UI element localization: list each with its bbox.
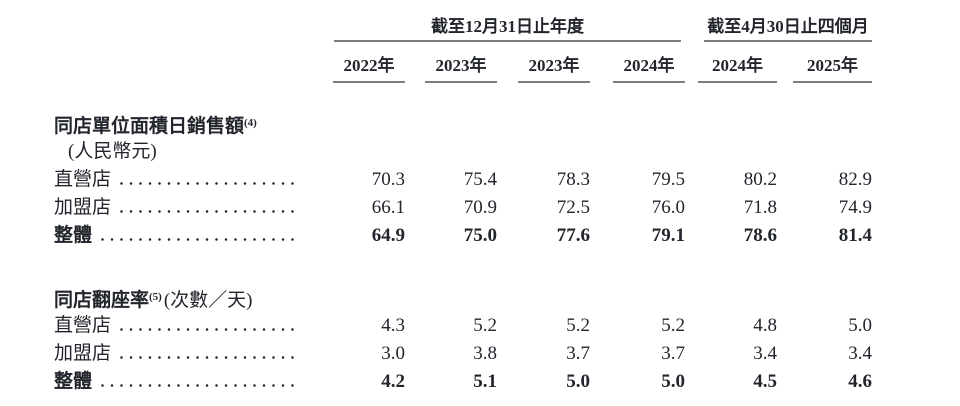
section-title: 同店翻座率(5) (次數／天)	[0, 282, 960, 312]
row-label-cell: 加盟店	[0, 194, 310, 222]
value-cell: 5.2	[661, 315, 685, 336]
value-cell: 72.5	[556, 197, 590, 218]
table-row: 加盟店 3.0 3.8 3.7 3.7 3.4 3.4	[0, 340, 960, 368]
value-cell: 3.0	[381, 343, 405, 364]
section-0: 同店單位面積日銷售額(4) (人民幣元) 直營店 70.3 75.4 78.3 79.5 80…	[0, 108, 960, 250]
column-group-four-months-rule: 截至4月30日止四個月	[704, 0, 872, 42]
row-label-cell: 直營店	[0, 312, 310, 340]
year-column-2: 2023年	[497, 42, 590, 83]
year-column-5: 2025年	[777, 42, 872, 83]
table-row: 整體 64.9 75.0 77.6 79.1 78.6 81.4	[0, 222, 960, 250]
value-cell: 3.4	[848, 343, 872, 364]
row-label-cell: 整體	[0, 222, 310, 250]
value-cell: 4.6	[848, 371, 872, 392]
section-title-text: 同店翻座率	[54, 290, 150, 311]
row-label-cell: 直營店	[0, 166, 310, 194]
dot-leader	[120, 182, 300, 185]
value-cell: 4.3	[381, 315, 405, 336]
row-label: 整體	[54, 225, 93, 246]
row-label-cell: 加盟店	[0, 340, 310, 368]
value-cell: 5.2	[473, 315, 497, 336]
year-column-label: 2025年	[793, 42, 872, 83]
value-cell: 75.4	[463, 169, 497, 190]
value-cell: 79.5	[651, 169, 685, 190]
value-cell: 78.3	[556, 169, 590, 190]
value-cell: 3.7	[661, 343, 685, 364]
value-cell: 3.8	[473, 343, 497, 364]
value-cell: 64.9	[371, 225, 405, 246]
value-cell: 3.7	[566, 343, 590, 364]
dot-leader	[120, 356, 300, 359]
column-group-annual-title: 截至12月31日止年度	[431, 17, 584, 36]
section-title-text: 同店單位面積日銷售額	[54, 116, 245, 137]
year-column-label: 2022年	[333, 42, 405, 83]
row-label: 加盟店	[54, 343, 112, 364]
year-column-3: 2024年	[590, 42, 685, 83]
column-group-annual-rule: 截至12月31日止年度	[334, 0, 681, 42]
row-label: 整體	[54, 371, 93, 392]
value-cell: 66.1	[371, 197, 405, 218]
row-label: 直營店	[54, 169, 112, 190]
year-column-label: 2024年	[698, 42, 777, 83]
row-label: 直營店	[54, 315, 112, 336]
dot-leader	[101, 384, 300, 387]
value-cell: 71.8	[743, 197, 777, 218]
column-group-four-months-title: 截至4月30日止四個月	[707, 17, 869, 36]
value-cell: 5.0	[848, 315, 872, 336]
dot-leader	[120, 328, 300, 331]
table-row: 直營店 4.3 5.2 5.2 5.2 4.8 5.0	[0, 312, 960, 340]
value-cell: 81.4	[838, 225, 872, 246]
value-cell: 77.6	[556, 225, 590, 246]
year-column-1: 2023年	[405, 42, 497, 83]
value-cell: 5.0	[566, 371, 590, 392]
value-cell: 70.3	[371, 169, 405, 190]
column-group-header-row: 截至12月31日止年度 截至4月30日止四個月	[0, 0, 960, 42]
section-title: 同店單位面積日銷售額(4)	[0, 108, 960, 138]
section-1: 同店翻座率(5) (次數／天) 直營店 4.3 5.2 5.2 5.2 4.8 5.0 加盟店 3.…	[0, 282, 960, 396]
row-label-cell: 整體	[0, 368, 310, 396]
value-cell: 76.0	[651, 197, 685, 218]
year-column-label: 2023年	[425, 42, 497, 83]
section-title-unit: (次數／天)	[163, 290, 253, 311]
value-cell: 4.8	[753, 315, 777, 336]
value-cell: 5.2	[566, 315, 590, 336]
column-group-annual: 截至12月31日止年度	[310, 0, 685, 42]
table-row: 加盟店 66.1 70.9 72.5 76.0 71.8 74.9	[0, 194, 960, 222]
footnote-marker: (5)	[149, 291, 162, 303]
section-unit-line: (人民幣元)	[68, 141, 157, 162]
value-cell: 75.0	[463, 225, 497, 246]
year-column-4: 2024年	[685, 42, 777, 83]
value-cell: 4.5	[753, 371, 777, 392]
value-cell: 78.6	[743, 225, 777, 246]
value-cell: 4.2	[381, 371, 405, 392]
value-cell: 80.2	[743, 169, 777, 190]
year-column-label: 2023年	[518, 42, 590, 83]
value-cell: 5.1	[473, 371, 497, 392]
dot-leader	[101, 238, 300, 241]
value-cell: 3.4	[753, 343, 777, 364]
footnote-marker: (4)	[244, 117, 257, 129]
year-column-label: 2024年	[613, 42, 685, 83]
value-cell: 82.9	[838, 169, 872, 190]
year-header-row: 2022年 2023年 2023年 2024年 2024年 2025年	[0, 42, 960, 83]
value-cell: 74.9	[838, 197, 872, 218]
table-row: 直營店 70.3 75.4 78.3 79.5 80.2 82.9	[0, 166, 960, 194]
year-column-0: 2022年	[310, 42, 405, 83]
value-cell: 70.9	[463, 197, 497, 218]
table-body: 同店單位面積日銷售額(4) (人民幣元) 直營店 70.3 75.4 78.3 79.5 80…	[0, 108, 960, 396]
row-label: 加盟店	[54, 197, 112, 218]
dot-leader	[120, 210, 300, 213]
table-row: 整體 4.2 5.1 5.0 5.0 4.5 4.6	[0, 368, 960, 396]
value-cell: 5.0	[661, 371, 685, 392]
column-group-four-months: 截至4月30日止四個月	[685, 0, 872, 42]
value-cell: 79.1	[651, 225, 685, 246]
